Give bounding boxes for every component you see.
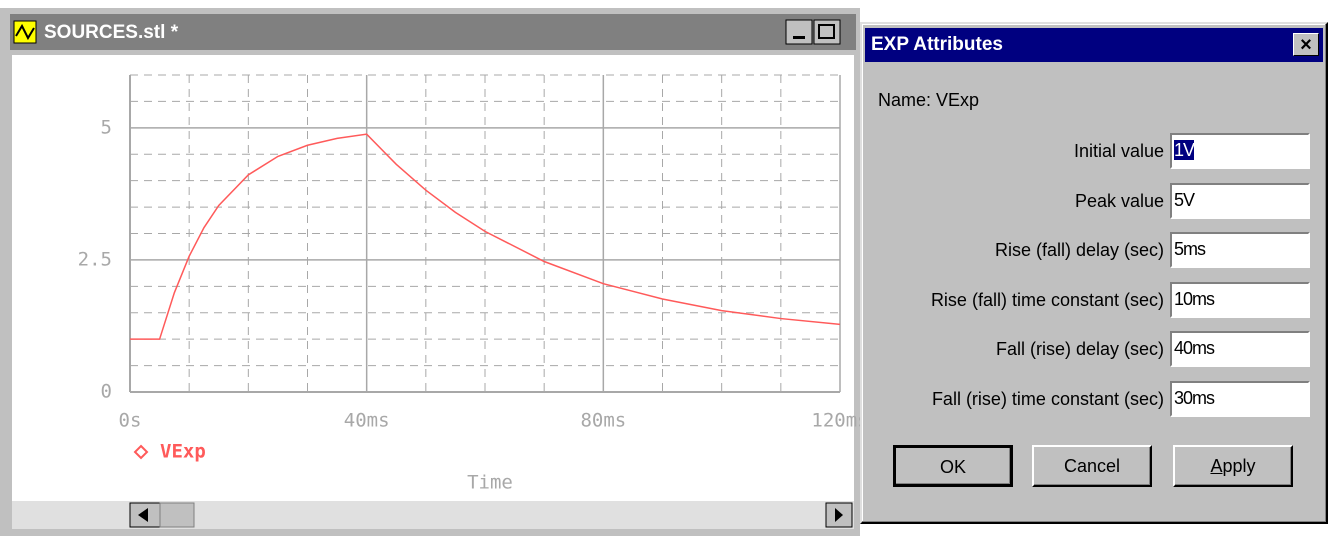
- input-value: 40ms: [1174, 338, 1215, 358]
- button[interactable]: Cancel: [1032, 445, 1152, 487]
- close-button[interactable]: ×: [1293, 33, 1319, 56]
- scroll-thumb[interactable]: [159, 502, 195, 528]
- y-tick-label: 2.5: [78, 248, 112, 270]
- dialog-title: EXP Attributes: [871, 34, 1003, 55]
- input-value: 30ms: [1174, 387, 1215, 408]
- field-label: Rise (fall) delay (sec): [994, 240, 1164, 260]
- button-label: OK: [939, 457, 966, 477]
- field-label: Rise (fall) time constant (sec): [930, 289, 1164, 310]
- plot-background: [12, 55, 854, 501]
- field-label: Initial value: [1073, 141, 1164, 161]
- scroll-right-glyph: [835, 508, 843, 522]
- button-label: Cancel: [1063, 456, 1121, 476]
- scroll-left-glyph: [138, 508, 148, 522]
- minimize-glyph: [793, 36, 805, 39]
- legend-label: VExp: [160, 441, 206, 463]
- x-tick-label: 0s: [119, 410, 142, 432]
- maximize-glyph: [818, 24, 835, 39]
- dialog-title-bar: EXP Attributes ×: [865, 28, 1323, 62]
- maximize-button[interactable]: [813, 19, 841, 45]
- text-input[interactable]: 5ms: [1170, 232, 1310, 268]
- minimize-button[interactable]: [785, 19, 813, 45]
- chart-window: SOURCES.stl * 0 2.5 5 0s 40ms 80ms 120ms Time VE…: [0, 8, 860, 536]
- button[interactable]: Apply: [1173, 445, 1293, 487]
- text-input[interactable]: 1V: [1170, 133, 1310, 169]
- x-tick-label: 40ms: [344, 410, 390, 432]
- window-title: SOURCES.stl *: [44, 22, 179, 43]
- y-tick-label: 0: [101, 381, 112, 403]
- legend-symbol: [133, 444, 149, 460]
- field-label: Fall (rise) delay (sec): [995, 339, 1164, 359]
- input-value: 5V: [1174, 189, 1195, 210]
- x-tick-label: 120ms: [811, 410, 860, 432]
- field-label: Peak value: [1074, 190, 1164, 211]
- window-icon-glyph: [15, 23, 35, 41]
- series-line: [130, 133, 841, 340]
- y-tick-label: 5: [101, 116, 112, 138]
- input-value: 1V: [1174, 140, 1195, 160]
- text-input[interactable]: 10ms: [1170, 281, 1310, 318]
- dialog: EXP Attributes × Name: VExp Initial value…: [860, 22, 1328, 524]
- input-value: 5ms: [1174, 239, 1206, 259]
- x-tick-label: 80ms: [580, 410, 626, 432]
- text-input[interactable]: 40ms: [1170, 331, 1310, 367]
- x-axis-label: Time: [467, 472, 513, 494]
- name-label: Name:: [878, 90, 932, 110]
- button-label: Apply: [1210, 456, 1256, 476]
- button[interactable]: OK: [893, 445, 1013, 487]
- field-label: Fall (rise) time constant (sec): [931, 388, 1164, 409]
- name-value: VExp: [936, 90, 980, 110]
- input-value: 10ms: [1174, 288, 1215, 309]
- text-input[interactable]: 5V: [1170, 182, 1310, 219]
- text-input[interactable]: 30ms: [1170, 380, 1310, 417]
- window-title-bar: [10, 14, 856, 50]
